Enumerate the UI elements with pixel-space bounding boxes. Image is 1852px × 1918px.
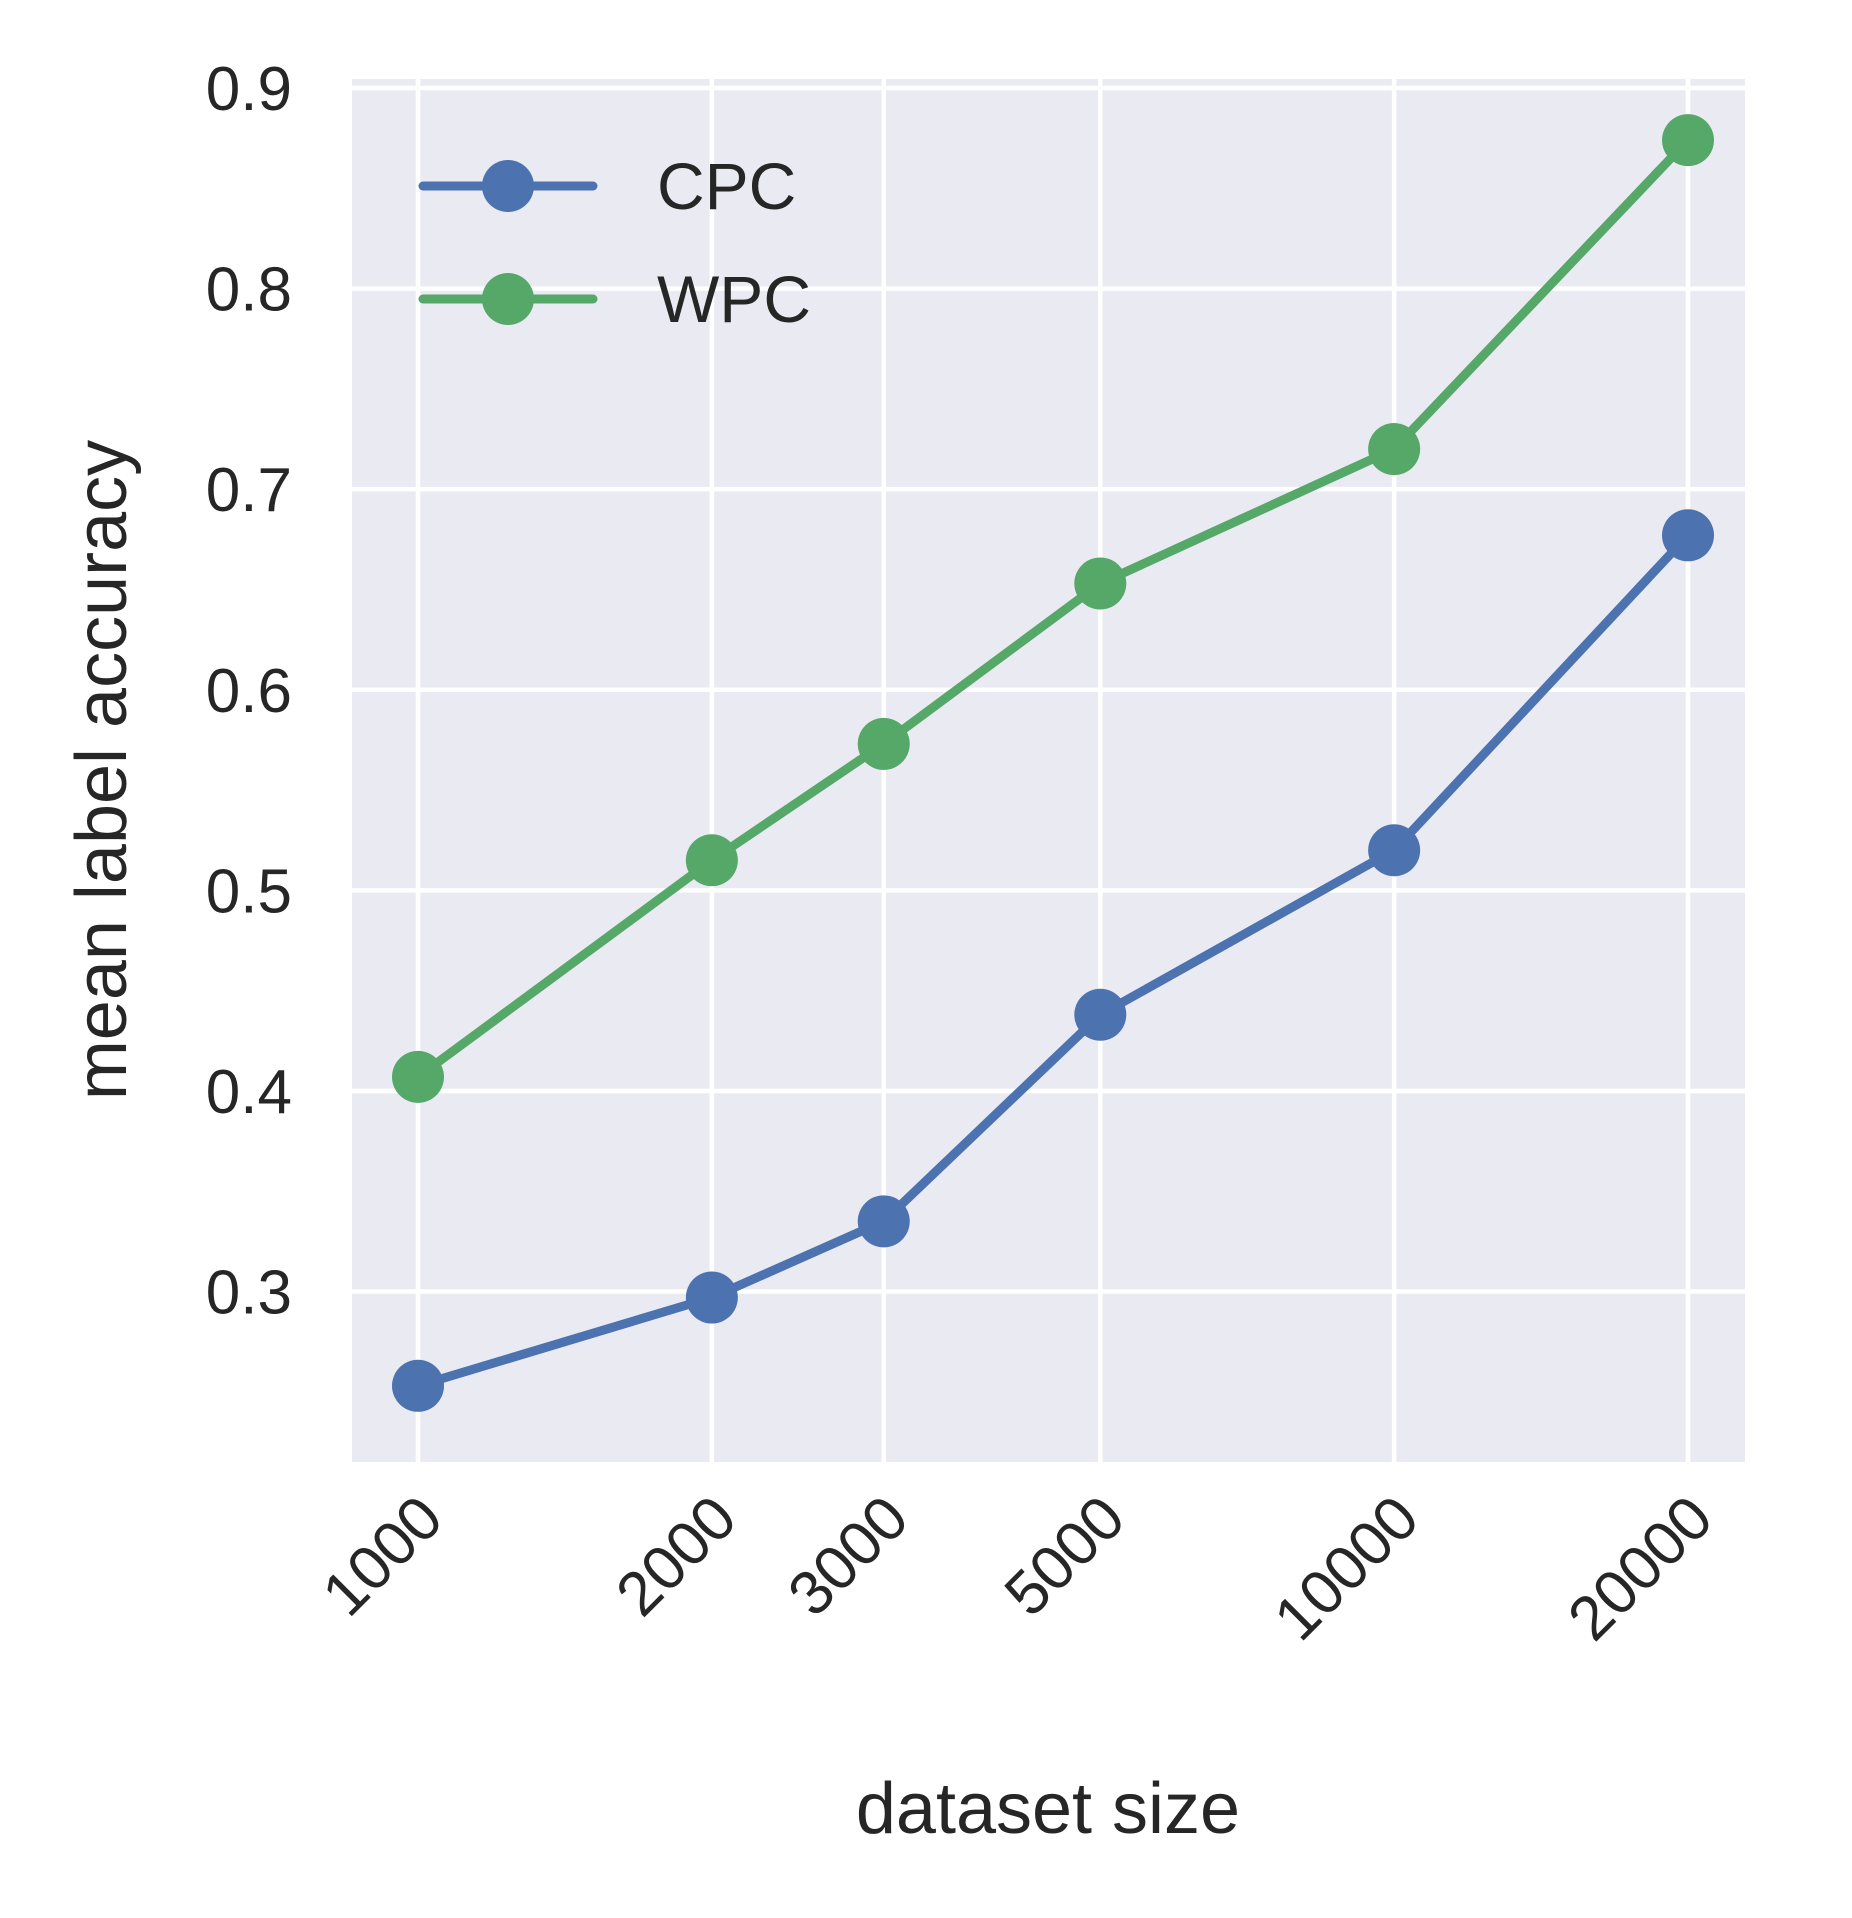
data-point-wpc bbox=[685, 834, 738, 887]
x-axis-title: dataset size bbox=[856, 1769, 1240, 1849]
y-tick-label: 0.3 bbox=[206, 1259, 292, 1328]
y-tick-labels: 0.3 0.4 0.5 0.6 0.7 0.8 0.9 bbox=[206, 55, 292, 1328]
x-tick-label: 5000 bbox=[992, 1483, 1138, 1629]
x-tick-label: 1000 bbox=[310, 1483, 456, 1629]
y-tick-label: 0.7 bbox=[206, 456, 292, 525]
x-tick-label: 20000 bbox=[1555, 1483, 1726, 1654]
data-point-cpc bbox=[857, 1195, 910, 1248]
data-point-wpc bbox=[1662, 114, 1714, 167]
data-point-wpc bbox=[1368, 423, 1421, 476]
data-point-wpc bbox=[1074, 557, 1127, 610]
x-tick-label: 3000 bbox=[775, 1483, 921, 1629]
plot-background bbox=[352, 79, 1745, 1462]
data-point-cpc bbox=[1074, 988, 1127, 1041]
data-point-cpc bbox=[1662, 509, 1714, 562]
x-tick-label: 2000 bbox=[603, 1483, 749, 1629]
legend-marker-cpc bbox=[482, 160, 534, 212]
legend: CPC WPC bbox=[418, 149, 811, 336]
y-tick-label: 0.9 bbox=[206, 55, 292, 124]
data-point-wpc bbox=[857, 717, 910, 770]
y-tick-label: 0.4 bbox=[206, 1058, 292, 1127]
y-tick-label: 0.5 bbox=[206, 857, 292, 926]
legend-marker-wpc bbox=[482, 273, 534, 325]
series-line-cpc bbox=[413, 530, 1693, 1391]
data-point-wpc bbox=[392, 1050, 444, 1103]
x-tick-labels: 1000 2000 3000 5000 10000 20000 bbox=[310, 1483, 1726, 1654]
series-line-wpc bbox=[413, 135, 1693, 1082]
legend-label-cpc: CPC bbox=[657, 149, 796, 223]
y-axis-title: mean label accuracy bbox=[62, 440, 142, 1100]
y-tick-label: 0.6 bbox=[206, 657, 292, 726]
data-point-cpc bbox=[685, 1271, 738, 1324]
data-point-cpc bbox=[392, 1359, 444, 1412]
series-layer bbox=[392, 114, 1714, 1412]
legend-label-wpc: WPC bbox=[657, 262, 811, 336]
data-point-cpc bbox=[1368, 824, 1421, 877]
y-tick-label: 0.8 bbox=[206, 256, 292, 325]
x-tick-label: 10000 bbox=[1261, 1483, 1432, 1654]
